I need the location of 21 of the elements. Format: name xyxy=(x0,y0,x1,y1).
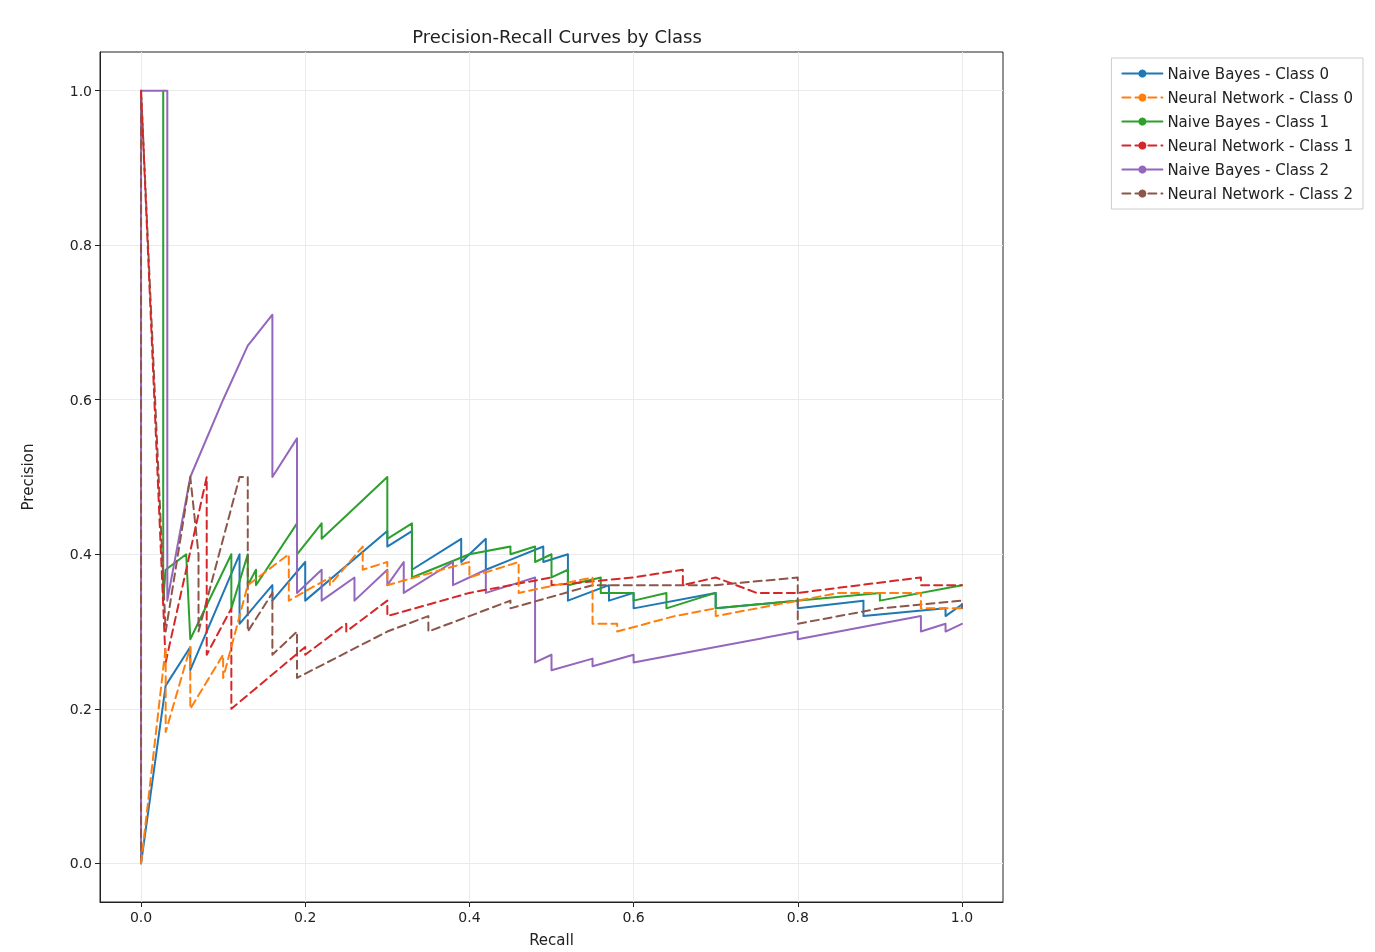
x-tick-label: 0.0 xyxy=(129,909,153,925)
y-axis-title: Precision xyxy=(18,443,37,511)
legend-label: Naive Bayes - Class 1 xyxy=(1167,112,1329,131)
y-tick-label: 0.6 xyxy=(69,391,93,408)
y-tick-label: 0.0 xyxy=(69,855,92,872)
legend-label: Naive Bayes - Class 2 xyxy=(1167,160,1329,179)
legend-label: Neural Network - Class 0 xyxy=(1167,88,1354,107)
chart-title: Precision-Recall Curves by Class xyxy=(412,25,702,47)
legend-label: Naive Bayes - Class 0 xyxy=(1167,64,1329,83)
x-tick-label: 0.4 xyxy=(458,909,481,925)
x-tick-label: 0.8 xyxy=(786,909,809,925)
y-tick-label: 0.8 xyxy=(69,237,92,254)
legend-label: Neural Network - Class 1 xyxy=(1167,136,1354,155)
legend-label: Neural Network - Class 2 xyxy=(1167,184,1354,203)
y-tick-label: 0.2 xyxy=(69,700,92,717)
x-tick-label: 0.6 xyxy=(622,909,645,925)
x-axis-title: Recall xyxy=(529,930,574,949)
y-tick-label: 1.0 xyxy=(69,82,92,99)
y-tick-label: 0.4 xyxy=(69,546,93,563)
x-tick-label: 0.2 xyxy=(294,909,317,925)
x-tick-label: 1.0 xyxy=(950,909,974,925)
